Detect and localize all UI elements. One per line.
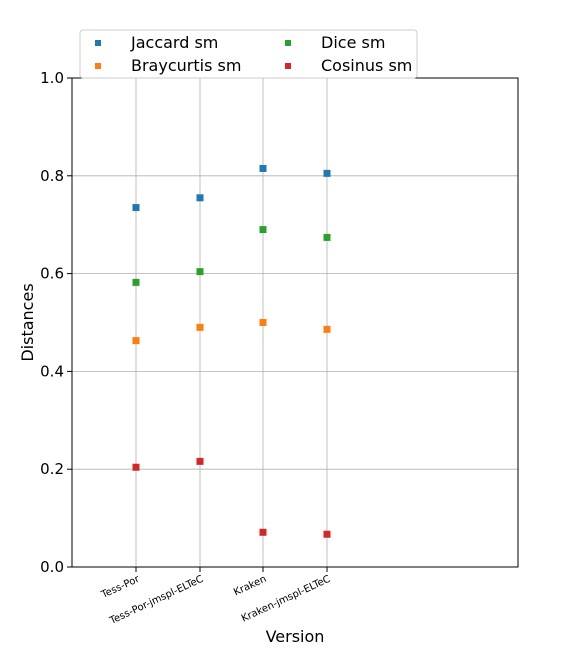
point-jaccard-sm <box>196 194 204 202</box>
y-tick-label: 0.4 <box>40 362 64 380</box>
legend-label: Braycurtis sm <box>131 56 241 75</box>
legend-label: Jaccard sm <box>130 33 218 52</box>
plot-frame <box>71 77 519 568</box>
y-tick-label: 0.8 <box>40 167 64 185</box>
point-jaccard-sm <box>259 164 267 172</box>
grid <box>72 77 518 568</box>
legend-marker <box>285 40 291 46</box>
legend: Jaccard sm Braycurtis sm Dice sm Cosinus sm <box>79 29 418 79</box>
point-jaccard-sm <box>323 169 331 177</box>
x-tick-label: Tess-Por <box>99 573 142 601</box>
point-cosinus-sm <box>132 463 140 471</box>
point-dice-sm <box>259 226 267 234</box>
y-tick-label: 0.0 <box>40 558 64 576</box>
point-cosinus-sm <box>323 530 331 538</box>
legend-label: Cosinus sm <box>321 56 412 75</box>
legend-marker <box>95 63 101 69</box>
point-cosinus-sm <box>259 528 267 536</box>
point-dice-sm <box>323 233 331 241</box>
y-tick-label: 0.2 <box>40 460 64 478</box>
point-jaccard-sm <box>132 204 140 212</box>
point-braycurtis-sm <box>132 337 140 345</box>
y-axis: 0.0 0.2 0.4 0.6 0.8 1.0 <box>40 69 72 576</box>
x-axis-title: Version <box>266 627 325 646</box>
legend-box <box>79 29 418 79</box>
legend-marker <box>285 63 291 69</box>
data-points <box>132 164 331 538</box>
point-braycurtis-sm <box>196 323 204 331</box>
legend-marker <box>95 40 101 46</box>
point-cosinus-sm <box>196 457 204 465</box>
point-braycurtis-sm <box>323 325 331 333</box>
point-dice-sm <box>196 268 204 276</box>
point-dice-sm <box>132 278 140 286</box>
point-braycurtis-sm <box>259 319 267 326</box>
y-tick-label: 0.6 <box>40 265 64 283</box>
x-tick-label: Kraken <box>232 574 268 599</box>
y-axis-title: Distances <box>18 283 37 361</box>
y-tick-label: 1.0 <box>40 69 64 87</box>
legend-label: Dice sm <box>321 33 385 52</box>
